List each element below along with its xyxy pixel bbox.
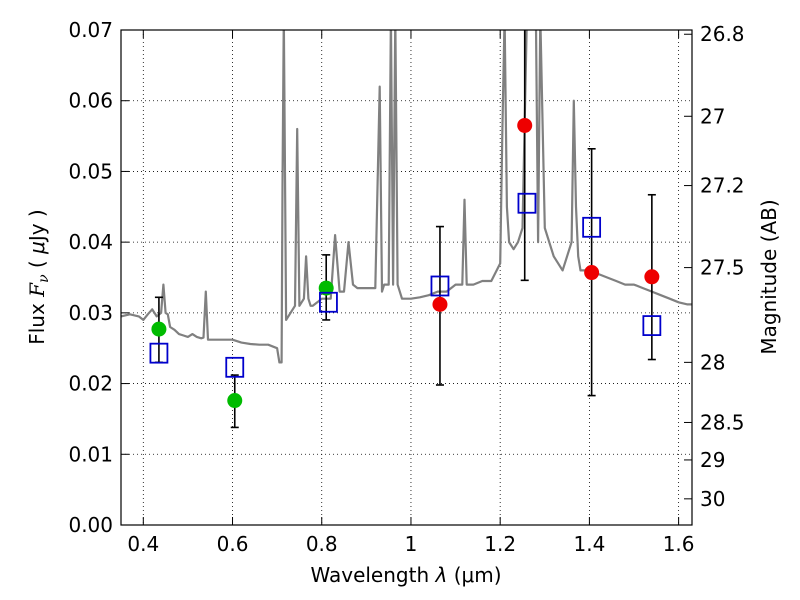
data-point-circle	[432, 296, 448, 312]
plot-frame	[120, 29, 693, 526]
y2-tick-label: 27	[700, 104, 725, 128]
x-tick-label: 0.4	[127, 532, 159, 556]
spectrum-layer	[121, 30, 692, 364]
y2-tick-label: 28	[700, 350, 725, 374]
y-axis-label: Flux Fν ( μJy )	[25, 209, 52, 345]
data-point-square	[517, 192, 537, 214]
data-point-square	[319, 291, 338, 313]
tick-layer: 0.4 0.6 0.8 1 1.2 1.4 1.6 0.00 0.01 0.02 0.03 0.04 0…	[68, 18, 744, 556]
y-tick-label: 0.01	[68, 442, 113, 466]
marker-layer	[149, 117, 662, 409]
y-tick-label: 0.02	[68, 372, 113, 396]
y2-tick-label: 30	[700, 487, 725, 511]
x-tick-label: 0.8	[306, 532, 338, 556]
y2-axis-label: Magnitude (AB)	[757, 199, 781, 354]
y2-tick-label: 29	[700, 448, 725, 472]
y-tick-label: 0.05	[68, 159, 113, 183]
spectrum-line	[121, 30, 692, 364]
y2-tick-label: 27.2	[700, 174, 745, 198]
y-tick-label: 0.04	[68, 230, 113, 254]
x-tick-label: 1.4	[573, 532, 605, 556]
x-tick-label: 0.6	[217, 532, 249, 556]
data-point-square	[225, 356, 245, 378]
data-point-circle	[584, 265, 600, 281]
x-tick-label: 1.2	[484, 532, 516, 556]
x-tick-label: 1.6	[663, 532, 695, 556]
data-point-square	[642, 315, 662, 336]
data-point-circle	[151, 321, 167, 337]
data-point-square	[582, 216, 602, 238]
data-point-circle	[517, 117, 533, 133]
data-point-square	[149, 342, 169, 364]
grid-lines	[121, 30, 692, 525]
y-tick-label: 0.06	[68, 89, 113, 113]
error-bar-layer	[154, 30, 656, 429]
data-point-circle	[227, 393, 243, 409]
data-point-circle	[644, 269, 660, 285]
y2-tick-label: 26.8	[700, 22, 745, 46]
data-point-square	[430, 275, 450, 297]
y2-tick-label: 28.5	[700, 410, 745, 434]
x-tick-label: 1	[405, 532, 418, 556]
y-tick-label: 0.00	[68, 513, 113, 537]
x-axis-label: Wavelength λ (μm)	[310, 563, 501, 587]
y2-tick-label: 27.5	[700, 256, 745, 280]
y-tick-label: 0.03	[68, 301, 113, 325]
y-tick-label: 0.07	[68, 18, 113, 42]
